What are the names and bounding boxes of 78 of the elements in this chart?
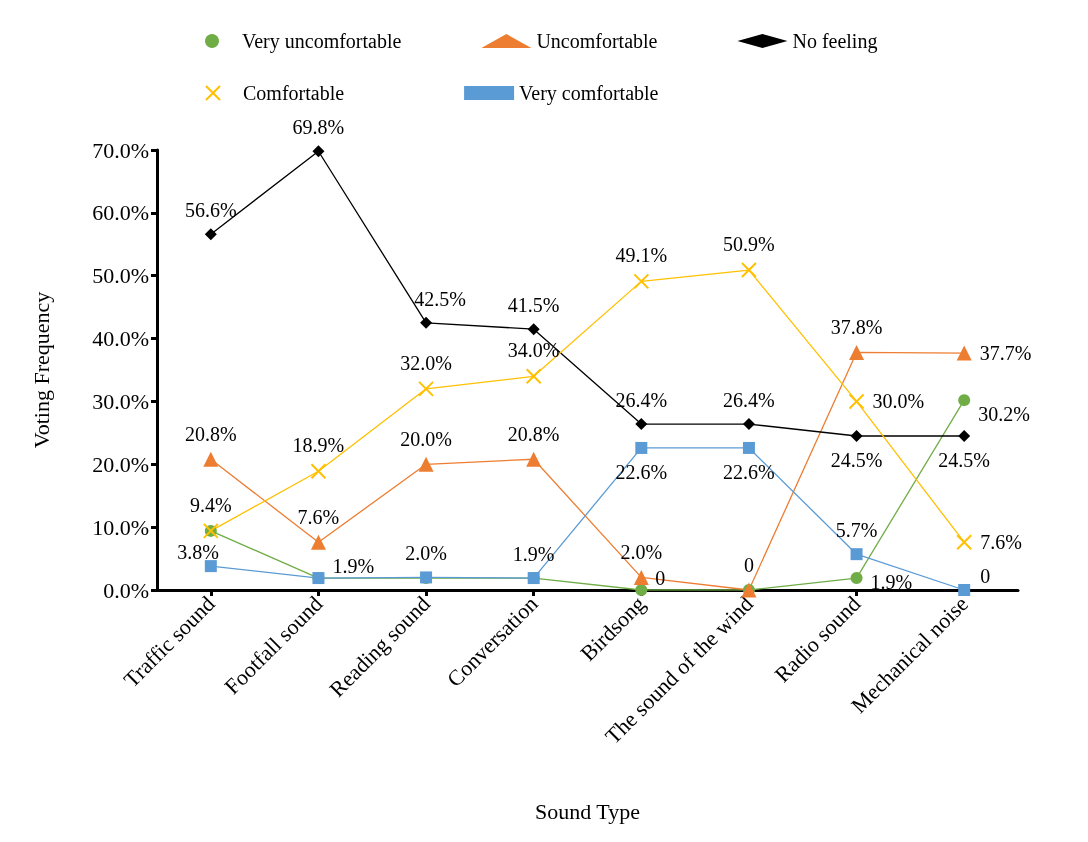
data-label: 5.7% xyxy=(835,519,878,542)
point xyxy=(204,228,217,241)
point xyxy=(418,380,435,397)
point xyxy=(849,344,865,360)
data-label: 20.0% xyxy=(400,427,452,450)
y-tick-label: 60.0% xyxy=(92,200,149,226)
legend-label: Comfortable xyxy=(243,82,345,104)
point xyxy=(958,430,971,442)
data-label: 34.0% xyxy=(507,339,560,362)
data-label: 37.7% xyxy=(979,342,1032,365)
data-label: 24.5% xyxy=(938,449,991,471)
data-label: 26.4% xyxy=(723,389,775,412)
point xyxy=(633,273,650,290)
data-label: 1.9% xyxy=(870,571,913,594)
y-tick-label: 30.0% xyxy=(92,388,149,414)
y-tick-label: 0.0% xyxy=(103,577,149,603)
data-label: 0 xyxy=(743,553,754,576)
legend-label: No feeling xyxy=(792,30,878,53)
legend-label: Very uncomfortable xyxy=(242,30,402,53)
point xyxy=(850,430,863,442)
y-tick-label: 50.0% xyxy=(92,263,149,289)
data-label: 20.8% xyxy=(507,422,560,445)
data-label: 22.6% xyxy=(723,460,775,483)
point xyxy=(420,316,433,329)
data-label: 2.0% xyxy=(405,542,447,565)
data-label: 1.9% xyxy=(332,555,375,578)
data-label: 42.5% xyxy=(414,287,466,310)
point xyxy=(850,572,863,585)
point xyxy=(525,368,542,385)
y-tick-label: 40.0% xyxy=(92,326,149,352)
data-label: 3.8% xyxy=(177,541,219,564)
data-label: 7.6% xyxy=(297,505,340,528)
data-label: 24.5% xyxy=(830,449,883,471)
data-label: 18.9% xyxy=(292,434,345,457)
point xyxy=(418,456,434,472)
point xyxy=(312,145,325,158)
point xyxy=(956,534,973,551)
data-label: 32.0% xyxy=(400,351,452,374)
data-label: 7.6% xyxy=(980,531,1022,554)
data-label: 41.5% xyxy=(507,294,560,317)
point xyxy=(635,418,648,431)
point xyxy=(204,560,217,573)
data-label: 9.4% xyxy=(189,493,232,516)
point xyxy=(958,394,971,407)
point xyxy=(635,441,648,454)
y-tick-label: 10.0% xyxy=(92,514,149,540)
point xyxy=(848,393,865,410)
data-label: 37.8% xyxy=(830,315,883,338)
y-tick-label: 20.0% xyxy=(92,451,149,477)
data-label: 26.4% xyxy=(615,389,668,412)
y-axis-title: Voting Frequency xyxy=(28,291,54,449)
legend-label: Very comfortable xyxy=(519,82,659,105)
point xyxy=(850,548,863,561)
data-label: 30.2% xyxy=(978,403,1030,426)
data-label: 20.8% xyxy=(184,422,237,445)
data-label: 2.0% xyxy=(620,540,663,563)
point xyxy=(958,584,971,596)
data-label: 0 xyxy=(980,565,991,587)
y-tick-label: 70.0% xyxy=(92,137,149,163)
point xyxy=(740,262,757,279)
data-label: 50.9% xyxy=(723,233,775,256)
x-axis-title: Sound Type xyxy=(534,798,641,824)
point xyxy=(526,451,542,467)
point xyxy=(310,463,327,480)
point xyxy=(635,584,648,596)
data-label: 30.0% xyxy=(872,390,925,413)
point xyxy=(742,418,755,431)
point xyxy=(527,323,540,336)
data-label: 49.1% xyxy=(615,244,668,267)
data-label: 1.9% xyxy=(512,543,555,566)
legend-label: Uncomfortable xyxy=(536,30,658,52)
data-label: 69.8% xyxy=(292,116,345,139)
point xyxy=(203,451,219,467)
point xyxy=(310,534,326,550)
data-label: 56.6% xyxy=(184,199,237,222)
point xyxy=(742,441,755,454)
point xyxy=(956,345,972,361)
point xyxy=(633,569,649,585)
